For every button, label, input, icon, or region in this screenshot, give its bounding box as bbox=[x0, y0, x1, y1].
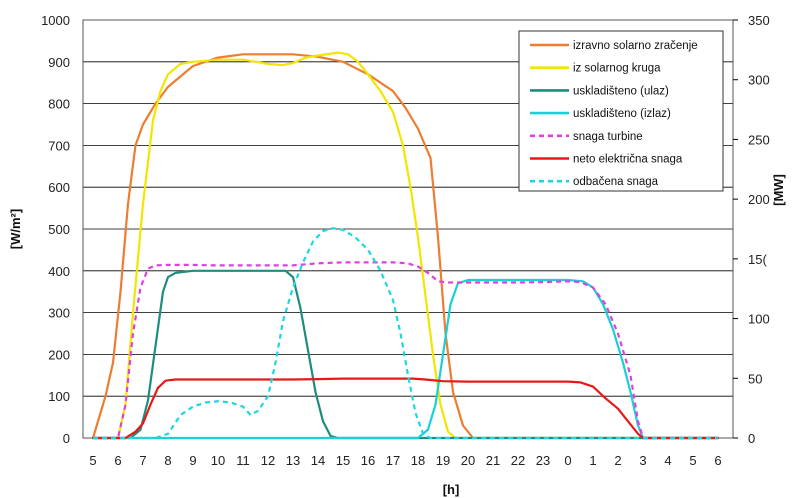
legend-label-0: izravno solarno zračenje bbox=[573, 40, 698, 52]
y-tick-label: 600 bbox=[48, 180, 70, 195]
series-line-1 bbox=[91, 51, 720, 440]
x-tick-label: 5 bbox=[689, 453, 696, 468]
x-tick-label: 11 bbox=[236, 453, 250, 468]
legend-box bbox=[518, 30, 724, 192]
y2-tick-label: 350 bbox=[748, 13, 770, 28]
y-tick-label: 0 bbox=[63, 431, 70, 446]
y2-tick-label: 300 bbox=[748, 73, 770, 88]
y2-tick-label: 200 bbox=[748, 192, 770, 207]
x-tick-label: 12 bbox=[261, 453, 275, 468]
x-tick-label: 22 bbox=[511, 453, 525, 468]
legend-label-5: neto električna snaga bbox=[573, 154, 683, 166]
x-tick-label: 16 bbox=[361, 453, 375, 468]
x-tick-label: 15 bbox=[336, 453, 350, 468]
series-line-6 bbox=[93, 227, 718, 440]
legend-label-6: odbačena snaga bbox=[573, 176, 659, 188]
x-tick-label: 7 bbox=[139, 453, 146, 468]
x-tick-label: 17 bbox=[386, 453, 400, 468]
y2-tick-label: 0 bbox=[748, 431, 755, 446]
legend-label-2: uskladišteno (ulaz) bbox=[573, 85, 669, 97]
x-tick-label: 1 bbox=[589, 453, 596, 468]
y-tick-label: 100 bbox=[48, 389, 70, 404]
x-tick-label: 14 bbox=[311, 453, 325, 468]
series-line-5 bbox=[91, 377, 720, 440]
x-tick-label: 2 bbox=[614, 453, 621, 468]
series-line-0 bbox=[91, 53, 720, 440]
y2-tick-label: 250 bbox=[748, 132, 770, 147]
y-axis-ticks: 0 100 200 300 400 500 600 700 800 900 1000 bbox=[41, 13, 70, 446]
x-tick-label: 18 bbox=[411, 453, 425, 468]
y-axis-title: [W/m²] bbox=[8, 209, 23, 249]
series-layer bbox=[91, 51, 720, 440]
x-tick-label: 9 bbox=[189, 453, 196, 468]
x-tick-label: 6 bbox=[114, 453, 121, 468]
x-axis-ticks: 5 6 7 8 9 10 11 12 13 14 15 16 17 18 19 20 21 22 23 0 1 2 3 4 5 6 bbox=[89, 453, 721, 468]
x-tick-label: 21 bbox=[486, 453, 500, 468]
y2-axis-ticks: 0 50 100 15( 200 250 300 350 bbox=[733, 13, 770, 446]
x-tick-label: 20 bbox=[461, 453, 475, 468]
y-tick-label: 400 bbox=[48, 264, 70, 279]
x-tick-label: 3 bbox=[639, 453, 646, 468]
x-tick-label: 19 bbox=[436, 453, 450, 468]
y-tick-label: 300 bbox=[48, 306, 70, 321]
x-axis-title: [h] bbox=[443, 482, 460, 497]
legend-label-4: snaga turbine bbox=[573, 131, 643, 143]
y2-tick-label: 15( bbox=[748, 252, 767, 267]
y-tick-label: 700 bbox=[48, 138, 70, 153]
legend: izravno solarno zračenje iz solarnog krug… bbox=[518, 30, 724, 192]
series-line-4 bbox=[93, 261, 718, 440]
y-tick-label: 200 bbox=[48, 347, 70, 362]
y-tick-label: 1000 bbox=[41, 13, 70, 28]
y2-tick-label: 50 bbox=[748, 371, 762, 386]
x-tick-label: 8 bbox=[164, 453, 171, 468]
x-tick-label: 4 bbox=[664, 453, 671, 468]
x-tick-label: 10 bbox=[211, 453, 225, 468]
x-tick-label: 0 bbox=[564, 453, 571, 468]
legend-label-1: iz solarnog kruga bbox=[573, 63, 661, 75]
x-tick-label: 23 bbox=[536, 453, 550, 468]
y2-axis-title: [MW] bbox=[771, 174, 786, 206]
x-tick-label: 5 bbox=[89, 453, 96, 468]
series-line-3 bbox=[91, 278, 720, 440]
x-tick-label: 6 bbox=[714, 453, 721, 468]
y-tick-label: 900 bbox=[48, 55, 70, 70]
x-tick-label: 13 bbox=[286, 453, 300, 468]
legend-label-3: uskladišteno (izlaz) bbox=[573, 108, 671, 120]
y2-tick-label: 100 bbox=[748, 312, 770, 327]
y-tick-label: 500 bbox=[48, 222, 70, 237]
y-tick-label: 800 bbox=[48, 97, 70, 112]
series-line-2 bbox=[91, 269, 720, 440]
